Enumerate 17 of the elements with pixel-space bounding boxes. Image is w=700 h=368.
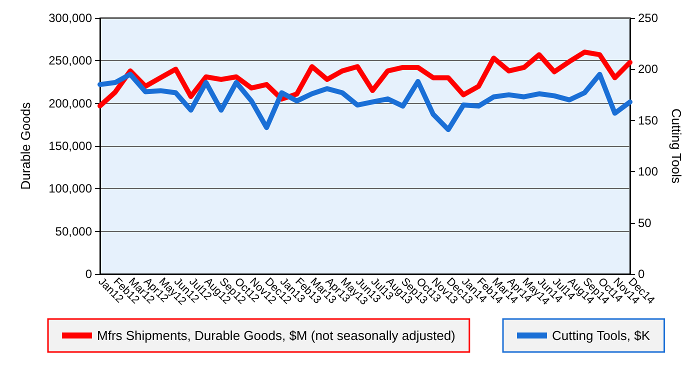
- y2-tick-label: 150: [638, 113, 658, 128]
- y2-tick-label: 250: [638, 11, 658, 25]
- y-axis-title: Durable Goods: [18, 102, 33, 190]
- y2-tick-label: 50: [638, 216, 652, 230]
- y2-tick-label: 200: [638, 62, 658, 76]
- y-tick-label: 150,000: [48, 139, 92, 153]
- y-tick-label: 0: [85, 267, 92, 281]
- y-tick-label: 100,000: [48, 182, 92, 196]
- y-tick-label: 250,000: [48, 54, 92, 68]
- y-tick-label: 200,000: [48, 96, 92, 110]
- legend-label: Cutting Tools, $K: [552, 328, 650, 343]
- y-tick-label: 50,000: [55, 224, 92, 238]
- legend-label: Mfrs Shipments, Durable Goods, $M (not seasonally adjusted): [97, 328, 456, 343]
- y2-axis-title: Cutting Tools: [669, 108, 684, 184]
- y2-tick-label: 0: [638, 267, 645, 281]
- y-tick-label: 300,000: [48, 11, 92, 25]
- y2-tick-label: 100: [638, 164, 658, 179]
